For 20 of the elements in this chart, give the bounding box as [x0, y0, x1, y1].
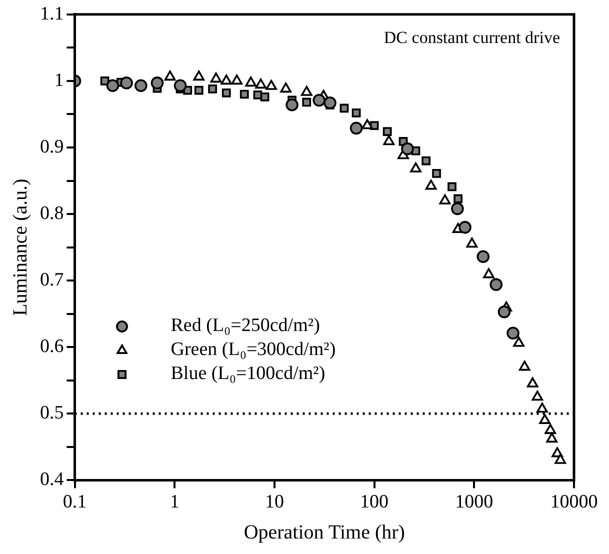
- y-tick-label: 0.5: [40, 402, 64, 424]
- y-tick-label: 1.1: [40, 3, 64, 24]
- x-tick-label: 1: [170, 492, 180, 513]
- annotation: DC constant current drive: [384, 28, 560, 48]
- y-axis-title: Luminance (a.u.): [9, 178, 32, 316]
- x-tick-label: 1000: [455, 492, 494, 513]
- x-axis-title: Operation Time (hr): [244, 521, 405, 544]
- legend-label: Red (L₀=250cd/m²): [170, 314, 320, 338]
- x-tick-label: 10000: [550, 492, 598, 513]
- legend-label: Blue (L₀=100cd/m²): [170, 362, 326, 386]
- y-tick-label: 0.6: [40, 336, 64, 358]
- x-tick-label: 0.1: [62, 492, 87, 513]
- x-tick-label: 100: [360, 492, 389, 513]
- y-tick-label: 0.4: [40, 469, 64, 490]
- x-tick-label: 10: [264, 492, 284, 513]
- legend-label: Green (L₀=300cd/m²): [170, 338, 336, 362]
- y-tick-label: 0.9: [40, 136, 64, 158]
- y-tick-label: 0.7: [40, 270, 64, 291]
- y-tick-label: 1: [54, 70, 64, 91]
- y-tick-label: 0.8: [40, 203, 64, 224]
